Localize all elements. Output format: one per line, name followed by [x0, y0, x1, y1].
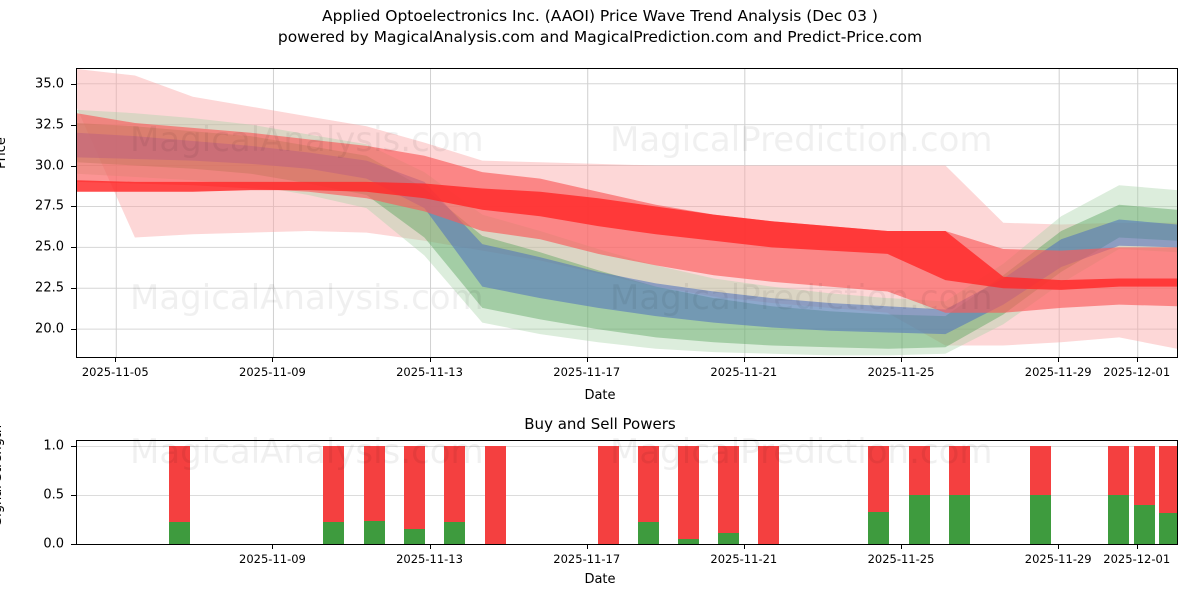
buy-power-bar [1158, 512, 1177, 544]
sell-power-bar [678, 445, 700, 540]
buy-power-bar [948, 494, 970, 544]
main-xtick-label: 2025-11-17 [553, 365, 621, 379]
main-ytick-label: 22.5 [35, 280, 64, 296]
buy-power-bar [1133, 504, 1155, 544]
sell-power-bar [484, 445, 506, 544]
main-ytick-mark [71, 83, 76, 85]
sub-x-axis-label: Date [584, 572, 616, 587]
signal-strength-axis-label: Signal Strength [0, 424, 5, 526]
buy-power-bar [364, 521, 386, 544]
sub-xtick-mark [272, 544, 274, 549]
sell-power-bar [1158, 445, 1177, 513]
buy-sell-powers-plot-area [76, 440, 1178, 545]
sub-xtick-label: 2025-11-17 [553, 552, 621, 566]
sell-power-bar [637, 445, 659, 523]
main-xtick-label: 2025-11-13 [396, 365, 463, 379]
buy-power-bar [637, 522, 659, 544]
chart-title-line2: powered by MagicalAnalysis.com and Magic… [277, 28, 923, 46]
sub-xtick-label: 2025-11-13 [396, 552, 463, 566]
main-ytick-label: 32.5 [35, 117, 64, 133]
sub-xtick-mark [586, 544, 588, 549]
sell-power-bar [444, 445, 466, 523]
main-xtick-label: 2025-11-09 [239, 365, 306, 379]
sub-xtick-label: 2025-11-25 [867, 552, 935, 566]
price-axis-label: Price [0, 137, 9, 169]
main-xtick-mark [1058, 357, 1060, 362]
chart-title-line1: Applied Optoelectronics Inc. (AAOI) Pric… [322, 7, 878, 25]
sub-ytick-label: 1.0 [43, 438, 64, 454]
main-xtick-label: 2025-11-21 [710, 365, 778, 379]
buy-power-bar [403, 529, 425, 544]
main-ytick-label: 27.5 [35, 198, 64, 214]
sub-ytick-label: 0.0 [43, 536, 64, 552]
sub-xtick-mark [1136, 544, 1138, 549]
sub-gridline-horizontal [77, 445, 1177, 447]
sub-ytick-mark [71, 494, 76, 496]
price-band-red-core-band [77, 180, 1177, 290]
main-ytick-mark [71, 124, 76, 126]
sub-xtick-mark [743, 544, 745, 549]
main-ytick-label: 30.0 [35, 158, 64, 174]
main-xtick-label: 2025-11-29 [1024, 365, 1092, 379]
sell-power-bar [597, 445, 619, 544]
main-xtick-mark [901, 357, 902, 362]
main-ytick-mark [71, 206, 76, 208]
sell-power-bar [718, 445, 740, 534]
sell-power-bar [948, 445, 970, 495]
buy-power-bar [908, 494, 930, 544]
sub-xtick-label: 2025-12-01 [1103, 552, 1171, 566]
sell-power-bar [1030, 445, 1052, 495]
main-xtick-mark [743, 357, 745, 362]
sell-power-bar [168, 445, 190, 523]
main-ytick-mark [71, 329, 76, 331]
main-xtick-mark [1136, 357, 1138, 362]
main-xtick-label: 2025-12-01 [1103, 365, 1171, 379]
price-wave-svg [77, 69, 1177, 357]
buy-power-bar [1108, 494, 1130, 544]
main-xtick-label: 2025-11-05 [81, 365, 149, 379]
sell-power-bar [364, 445, 386, 522]
buy-power-bar [678, 539, 700, 544]
buy-power-bar [168, 522, 190, 544]
main-xtick-mark [586, 357, 588, 362]
buy-power-bar [718, 533, 740, 544]
main-xtick-mark [429, 357, 431, 362]
buy-sell-powers-title: Buy and Sell Powers [524, 415, 676, 433]
buy-power-bar [444, 522, 466, 544]
sub-ytick-label: 0.5 [43, 487, 64, 503]
buy-power-bar [1030, 494, 1052, 544]
sell-power-bar [323, 445, 345, 523]
main-ytick-mark [71, 247, 76, 249]
sell-power-bar [868, 445, 890, 512]
sub-xtick-mark [901, 544, 902, 549]
buy-power-bar [868, 511, 890, 544]
sub-xtick-label: 2025-11-09 [239, 552, 306, 566]
buy-power-bar [323, 522, 345, 544]
main-xtick-mark [115, 357, 117, 362]
sub-ytick-mark [71, 544, 76, 545]
main-ytick-label: 20.0 [35, 321, 64, 337]
sell-power-bar [1108, 445, 1130, 495]
main-ytick-mark [71, 288, 76, 290]
sub-gridline-horizontal [77, 494, 1177, 496]
sub-xtick-label: 2025-11-29 [1024, 552, 1092, 566]
sub-ytick-mark [71, 445, 76, 447]
main-ytick-label: 35.0 [35, 76, 64, 92]
main-ytick-label: 25.0 [35, 239, 64, 255]
sell-power-bar [758, 445, 780, 544]
sell-power-bar [403, 445, 425, 530]
main-x-axis-label: Date [584, 388, 616, 403]
chart-title-block: Applied Optoelectronics Inc. (AAOI) Pric… [0, 6, 1200, 48]
main-ytick-mark [71, 165, 76, 167]
sub-xtick-label: 2025-11-21 [710, 552, 778, 566]
sub-xtick-mark [429, 544, 431, 549]
sell-power-bar [908, 445, 930, 495]
sell-power-bar [1133, 445, 1155, 505]
main-xtick-mark [272, 357, 274, 362]
main-xtick-label: 2025-11-25 [867, 365, 935, 379]
price-wave-chart-plot-area [76, 68, 1178, 358]
sub-xtick-mark [1058, 544, 1060, 549]
